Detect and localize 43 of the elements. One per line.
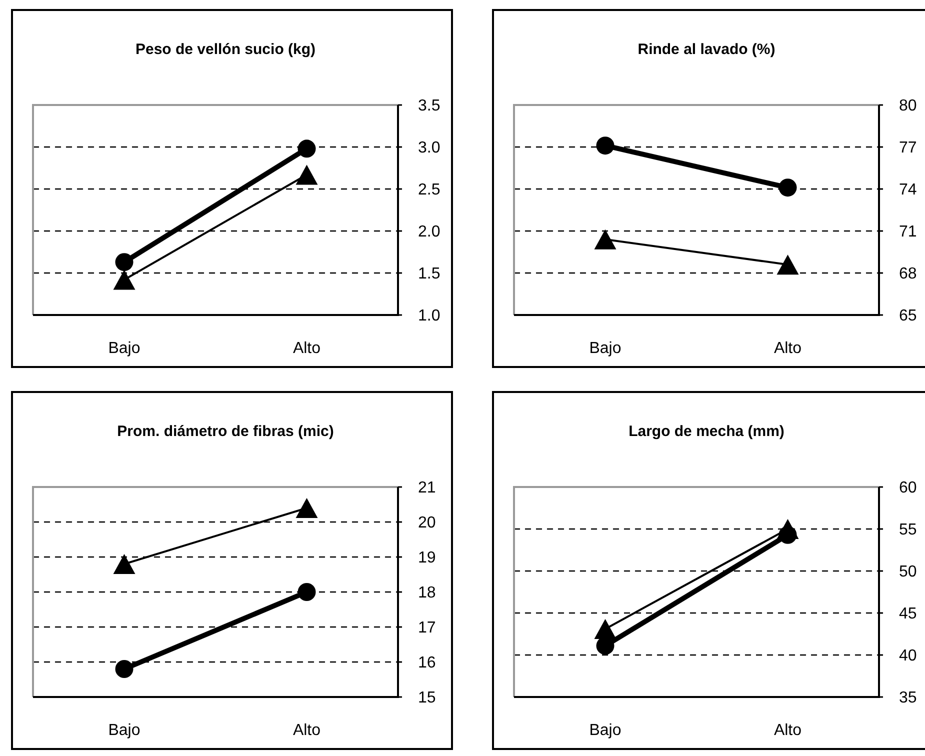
y-tick-label: 65 — [899, 308, 917, 325]
x-tick-label: Alto — [774, 722, 802, 739]
x-tick-label: Alto — [774, 340, 802, 357]
x-tick-label: Bajo — [589, 340, 622, 357]
y-tick-label: 55 — [899, 522, 917, 539]
x-tick-label: Bajo — [108, 722, 140, 739]
y-tick-label: 2.0 — [418, 224, 440, 241]
y-tick-label: 40 — [899, 648, 917, 665]
y-tick-label: 3.5 — [418, 98, 440, 115]
y-tick-label: 71 — [899, 224, 917, 241]
chart-title: Peso de vellón sucio (kg) — [135, 41, 316, 58]
y-tick-label: 3.0 — [418, 140, 440, 157]
y-tick-label: 18 — [418, 584, 436, 602]
x-tick-label: Bajo — [108, 340, 140, 357]
y-tick-label: 1.0 — [418, 308, 440, 325]
y-tick-label: 17 — [418, 620, 436, 637]
x-tick-label: Alto — [292, 722, 321, 739]
y-tick-label: 60 — [899, 480, 917, 497]
y-tick-label: 74 — [899, 182, 917, 199]
y-tick-label: 77 — [899, 140, 917, 157]
x-tick-label: Bajo — [589, 722, 622, 739]
y-tick-label: 1.5 — [418, 266, 440, 283]
point — [778, 178, 797, 197]
x-tick-label: Alto — [292, 340, 321, 357]
point — [298, 583, 316, 601]
point — [298, 140, 316, 158]
point — [596, 136, 614, 155]
y-tick-label: 35 — [899, 690, 917, 707]
y-tick-label: 21 — [418, 480, 436, 497]
y-tick-label: 16 — [418, 654, 436, 672]
point — [115, 253, 134, 272]
point — [115, 660, 134, 678]
y-tick-label: 80 — [899, 98, 917, 115]
chart-title: Rinde al lavado (%) — [638, 41, 776, 58]
y-tick-label: 2.5 — [418, 182, 440, 199]
y-tick-label: 68 — [899, 266, 917, 283]
y-tick-label: 15 — [418, 690, 436, 707]
y-tick-label: 45 — [899, 606, 917, 623]
y-tick-label: 50 — [899, 564, 917, 581]
y-tick-label: 19 — [418, 550, 436, 567]
chart-title: Largo de mecha (mm) — [628, 423, 784, 440]
chart-title: Prom. diámetro de fibras (mic) — [117, 423, 334, 440]
y-tick-label: 20 — [418, 514, 436, 532]
